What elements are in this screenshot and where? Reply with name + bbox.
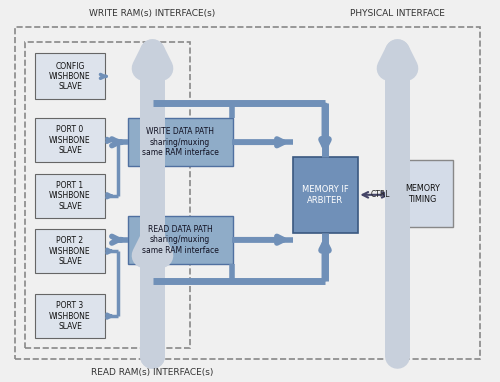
Bar — [15, 27, 480, 359]
Bar — [128, 118, 232, 166]
Text: CTRL: CTRL — [370, 190, 390, 199]
Text: PORT 1
WISHBONE
SLAVE: PORT 1 WISHBONE SLAVE — [49, 181, 91, 211]
Text: CONFIG
WISHBONE
SLAVE: CONFIG WISHBONE SLAVE — [49, 62, 91, 91]
Bar — [35, 118, 105, 162]
Text: PORT 3
WISHBONE
SLAVE: PORT 3 WISHBONE SLAVE — [49, 301, 91, 331]
Bar — [35, 174, 105, 218]
Bar — [35, 229, 105, 273]
Text: WRITE RAM(s) INTERFACE(s): WRITE RAM(s) INTERFACE(s) — [90, 9, 216, 18]
Text: PHYSICAL INTERFACE: PHYSICAL INTERFACE — [350, 9, 445, 18]
Bar — [128, 216, 232, 264]
Text: MEMORY
TIMING: MEMORY TIMING — [405, 184, 440, 204]
Text: PORT 2
WISHBONE
SLAVE: PORT 2 WISHBONE SLAVE — [49, 236, 91, 266]
Text: READ RAM(s) INTERFACE(s): READ RAM(s) INTERFACE(s) — [92, 368, 214, 377]
Text: READ DATA PATH
sharing/muxing
same RAM interface: READ DATA PATH sharing/muxing same RAM i… — [142, 225, 218, 255]
Bar — [35, 294, 105, 338]
Bar — [392, 160, 452, 227]
Text: PORT 0
WISHBONE
SLAVE: PORT 0 WISHBONE SLAVE — [49, 125, 91, 155]
Bar — [292, 157, 358, 233]
Text: MEMORY IF
ARBITER: MEMORY IF ARBITER — [302, 185, 348, 204]
Bar — [35, 53, 105, 99]
Bar — [25, 42, 190, 348]
Text: WRITE DATA PATH
sharing/muxing
same RAM interface: WRITE DATA PATH sharing/muxing same RAM … — [142, 127, 218, 157]
